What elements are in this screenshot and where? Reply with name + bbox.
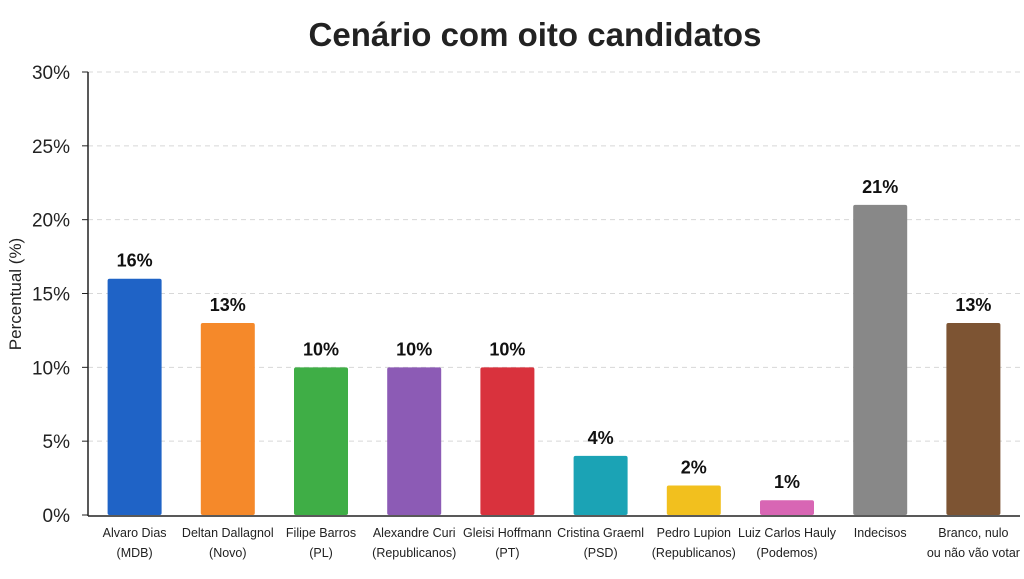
data-label: 13%: [955, 295, 991, 315]
x-tick-label: Deltan Dallagnol: [182, 526, 274, 540]
x-tick-label: (Podemos): [756, 546, 817, 560]
y-tick-label: 0%: [43, 506, 71, 527]
x-tick-label: Alexandre Curi: [373, 526, 456, 540]
bar: [480, 367, 535, 515]
data-label: 10%: [396, 339, 432, 359]
data-label: 1%: [774, 472, 800, 492]
x-tick-label: (Republicanos): [372, 546, 456, 560]
data-label: 21%: [862, 177, 898, 197]
x-tick-label: Pedro Lupion: [657, 526, 731, 540]
y-tick-label: 20%: [32, 211, 70, 232]
data-label: 10%: [489, 339, 525, 359]
bar: [760, 500, 814, 515]
x-tick-label: (PL): [309, 546, 333, 560]
y-tick-label: 30%: [32, 63, 70, 84]
x-tick-label: (PT): [495, 546, 519, 560]
data-label: 10%: [303, 339, 339, 359]
x-tick-label: ou não vão votar: [927, 546, 1020, 560]
y-axis-label: Percentual (%): [6, 238, 25, 350]
x-tick-label: (MDB): [117, 546, 153, 560]
data-label: 4%: [588, 428, 614, 448]
x-tick-label: Luiz Carlos Hauly: [738, 526, 837, 540]
bar: [946, 323, 1001, 515]
bar: [666, 485, 721, 515]
x-tick-label: Branco, nulo: [938, 526, 1008, 540]
x-tick-label: Indecisos: [854, 526, 907, 540]
x-tick-label: (Novo): [209, 546, 247, 560]
y-tick-label: 5%: [43, 432, 71, 453]
bar: [387, 367, 442, 515]
y-tick-label: 10%: [32, 358, 70, 379]
bar: [294, 367, 348, 515]
x-tick-label: (Republicanos): [652, 546, 736, 560]
x-tick-label: (PSD): [584, 546, 618, 560]
bar: [107, 278, 162, 515]
bar: [853, 204, 908, 515]
chart-title: Cenário com oito candidatos: [309, 16, 762, 53]
x-tick-label: Alvaro Dias: [103, 526, 167, 540]
bar: [573, 455, 628, 515]
x-tick-label: Filipe Barros: [286, 526, 356, 540]
x-tick-label: Cristina Graeml: [557, 526, 644, 540]
data-label: 13%: [210, 295, 246, 315]
data-label: 16%: [117, 251, 153, 271]
bar: [200, 323, 255, 515]
y-tick-label: 15%: [32, 285, 70, 306]
y-tick-label: 25%: [32, 137, 70, 158]
x-tick-label: Gleisi Hoffmann: [463, 526, 552, 540]
data-label: 2%: [681, 457, 707, 477]
